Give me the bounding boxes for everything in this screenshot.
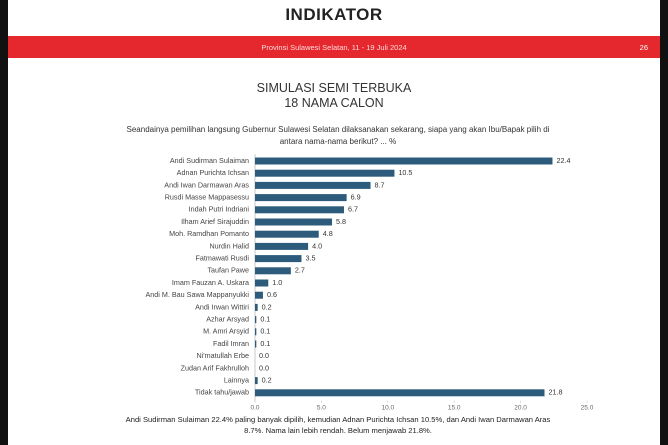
category-label: Nurdin Halid — [209, 241, 249, 250]
value-label: 4.0 — [312, 241, 322, 250]
category-label: Andi Irwan Wittiri — [195, 302, 249, 311]
x-tick-label: 25.0 — [581, 405, 594, 412]
value-label: 4.8 — [323, 229, 333, 238]
category-label: Adnan Purichta Ichsan — [177, 168, 249, 177]
chart-title: SIMULASI SEMI TERBUKA — [256, 81, 412, 95]
bar — [255, 194, 347, 202]
x-tick-label: 20.0 — [514, 405, 527, 412]
chart: 0.0 5.0 10.0 15.0 20.0 25.0 Andi Sudirman Sula… — [146, 154, 594, 412]
category-label: Zudan Arif Fakhrulloh — [181, 363, 249, 372]
header-band: Provinsi Sulawesi Selatan, 11 - 19 Juli … — [8, 36, 660, 58]
category-label: Imam Fauzan A. Uskara — [172, 278, 249, 287]
note: Andi Sudirman Sulaiman 22.4% paling bany… — [125, 415, 551, 435]
value-label: 6.7 — [348, 205, 358, 214]
region: Provinsi Sulawesi Selatan, 11 - 19 Juli … — [261, 43, 407, 52]
value-label: 3.5 — [305, 254, 315, 263]
bar — [255, 291, 263, 299]
bar — [255, 206, 344, 214]
bar — [255, 328, 257, 336]
category-label: Ni'matullah Erbe — [196, 351, 249, 360]
bar — [255, 218, 333, 226]
x-tick-label: 15.0 — [448, 405, 461, 412]
category-label: Ilham Arief Sirajuddin — [181, 217, 249, 226]
category-label: Fatmawati Rusdi — [195, 254, 249, 263]
bar — [255, 340, 257, 348]
x-tick-label: 10.0 — [381, 405, 394, 412]
value-label: 0.1 — [260, 315, 270, 324]
value-label: 0.1 — [260, 327, 270, 336]
bar — [255, 181, 371, 189]
category-label: Lainnya — [224, 376, 249, 385]
value-label: 5.8 — [336, 217, 346, 226]
category-label: Rusdi Masse Mappasessu — [165, 193, 249, 202]
bar — [255, 169, 395, 177]
category-label: Andi Sudirman Sulaiman — [170, 156, 249, 165]
category-label: Indah Putri Indriani — [189, 205, 250, 214]
bar — [255, 316, 257, 324]
chart-subtitle: 18 NAMA CALON — [284, 96, 384, 110]
x-tick-label: 0.0 — [250, 405, 259, 412]
category-label: Moh. Ramdhan Pomanto — [169, 229, 249, 238]
bar — [255, 279, 269, 287]
value-label: 0.2 — [262, 376, 272, 385]
value-label: 2.7 — [295, 266, 305, 275]
category-label: Andi M. Bau Sawa Mappanyukki — [146, 290, 250, 299]
value-label: 10.5 — [398, 168, 412, 177]
value-label: 21.8 — [549, 388, 563, 397]
bar — [255, 255, 302, 263]
value-label: 0.1 — [260, 339, 270, 348]
bar — [255, 267, 291, 275]
value-label: 1.0 — [272, 278, 282, 287]
bar — [255, 230, 319, 238]
value-label: 0.0 — [259, 351, 269, 360]
value-label: 0.2 — [262, 302, 272, 311]
category-label: Taufan Pawe — [207, 266, 249, 275]
value-label: 0.6 — [267, 290, 277, 299]
slide: INDIKATOR Provinsi Sulawesi Selatan, 11 … — [8, 0, 660, 445]
x-tick-label: 5.0 — [317, 405, 326, 412]
question: Seandainya pemilihan langsung Gubernur S… — [126, 125, 550, 146]
bar — [255, 377, 258, 385]
bar — [255, 242, 309, 250]
logo: INDIKATOR — [285, 5, 383, 24]
category-label: Fadil Imran — [213, 339, 249, 348]
category-label: M. Amri Arsyid — [203, 327, 249, 336]
category-label: Tidak tahu/jawab — [195, 388, 249, 397]
value-label: 22.4 — [556, 156, 570, 165]
value-label: 6.9 — [351, 193, 361, 202]
bar — [255, 303, 258, 311]
category-label: Azhar Arsyad — [206, 315, 249, 324]
category-label: Andi Iwan Darmawan Aras — [164, 180, 249, 189]
page-number: 26 — [639, 43, 648, 52]
value-label: 8.7 — [375, 180, 385, 189]
value-label: 0.0 — [259, 363, 269, 372]
bar — [255, 389, 545, 397]
bar — [255, 157, 553, 165]
